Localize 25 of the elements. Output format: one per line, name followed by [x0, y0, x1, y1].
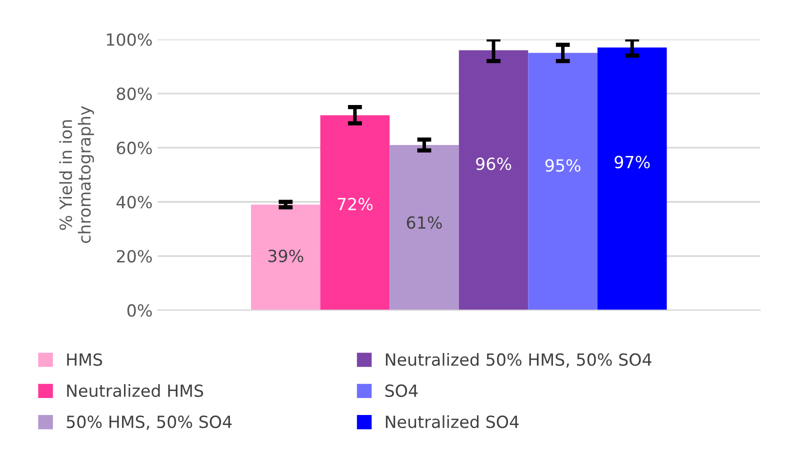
bar — [251, 204, 320, 310]
bar — [390, 144, 459, 310]
data-label: 61% — [406, 216, 442, 229]
bar — [320, 115, 390, 310]
legend-label: Neutralized 50% HMS, 50% SO4 — [386, 352, 652, 368]
legend-label: 50% HMS, 50% SO4 — [66, 416, 232, 430]
y-tick-label: 0% — [127, 304, 152, 317]
bar — [528, 52, 598, 310]
bar — [458, 50, 528, 310]
legend-label: Neutralized HMS — [67, 384, 204, 398]
y-tick-label: 40% — [116, 196, 152, 208]
data-label: 72% — [338, 198, 373, 210]
y-axis-title: % Yield in ion chromatography — [59, 106, 94, 243]
y-tick-label: 100% — [106, 33, 152, 46]
y-tick-label: 60% — [116, 142, 152, 154]
y-tick-label: 20% — [116, 250, 152, 263]
data-label: 95% — [545, 159, 580, 172]
data-label: 39% — [268, 250, 304, 262]
legend-label: HMS — [67, 353, 102, 366]
legend-label: SO4 — [385, 384, 418, 398]
bar — [597, 47, 667, 310]
y-tick-label: 80% — [116, 87, 152, 100]
legend-label: Neutralized SO4 — [386, 415, 519, 428]
data-label: 96% — [476, 157, 512, 170]
data-label: 97% — [614, 156, 650, 168]
